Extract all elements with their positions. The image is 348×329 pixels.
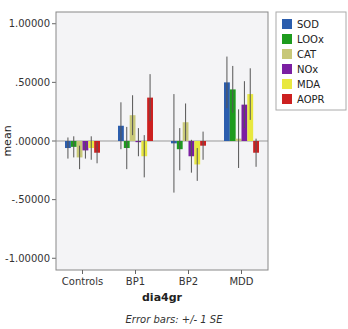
error-bar [120,102,121,149]
y-tick [52,23,56,24]
error-bar [150,74,151,121]
chart: -1.00000 -.50000 .00000 .50000 1.00000 Contro… [0,0,348,329]
y-tick [52,199,56,200]
y-tick [52,141,56,142]
x-tick-label: Controls [62,276,103,287]
error-bar [250,68,251,120]
legend-label: AOPR [297,94,325,105]
y-axis-label: mean [1,125,14,156]
y-tick [52,82,56,83]
legend-swatch [282,34,292,44]
legend-label: LOOx [297,34,324,45]
legend: SOD LOOx CAT NOx MDA AOPR [276,12,346,110]
legend-swatch [282,64,292,74]
x-tick [135,270,136,274]
annotation: Error bars: +/- 1 SE [125,314,223,325]
error-bar [126,127,127,169]
legend-swatch [282,79,292,89]
x-tick [188,270,189,274]
legend-label: NOx [297,64,318,75]
x-axis-label: dia4gr [142,291,183,304]
error-bar [179,128,180,170]
error-bar [256,139,257,167]
x-tick-label: BP1 [126,276,145,287]
y-tick-label: -1.00000 [5,253,50,264]
legend-label: MDA [297,79,320,90]
plot-frame [56,12,268,270]
legend-swatch [282,94,292,104]
error-bar [67,137,68,158]
error-bar [226,57,227,109]
y-tick-label: -.50000 [11,194,50,205]
y-tick [52,258,56,259]
error-bar [173,94,174,193]
error-bar [191,140,192,173]
error-bar [85,142,86,158]
x-tick-label: BP2 [179,276,198,287]
error-bar [97,142,98,163]
plot-area [56,12,268,270]
x-tick [241,270,242,274]
error-bar [79,146,80,169]
error-bar [185,103,186,141]
y-tick-label: .50000 [15,77,50,88]
error-bar [244,81,245,128]
bars [56,57,268,193]
x-tick-label: MDD [229,276,253,287]
error-bar [238,109,239,168]
legend-label: CAT [297,49,317,60]
error-bar [144,135,145,177]
error-bar [138,128,139,156]
x-tick [82,270,83,274]
y-tick-label: 1.00000 [9,18,50,29]
legend-swatch [282,49,292,59]
error-bar [232,66,233,113]
legend-box [276,12,346,110]
error-bar [203,132,204,160]
error-bar [132,95,133,135]
error-bar [197,148,198,181]
error-bar [73,136,74,157]
legend-swatch [282,19,292,29]
legend-label: SOD [297,19,319,30]
error-bar [91,136,92,159]
y-tick-label: .00000 [15,136,50,147]
